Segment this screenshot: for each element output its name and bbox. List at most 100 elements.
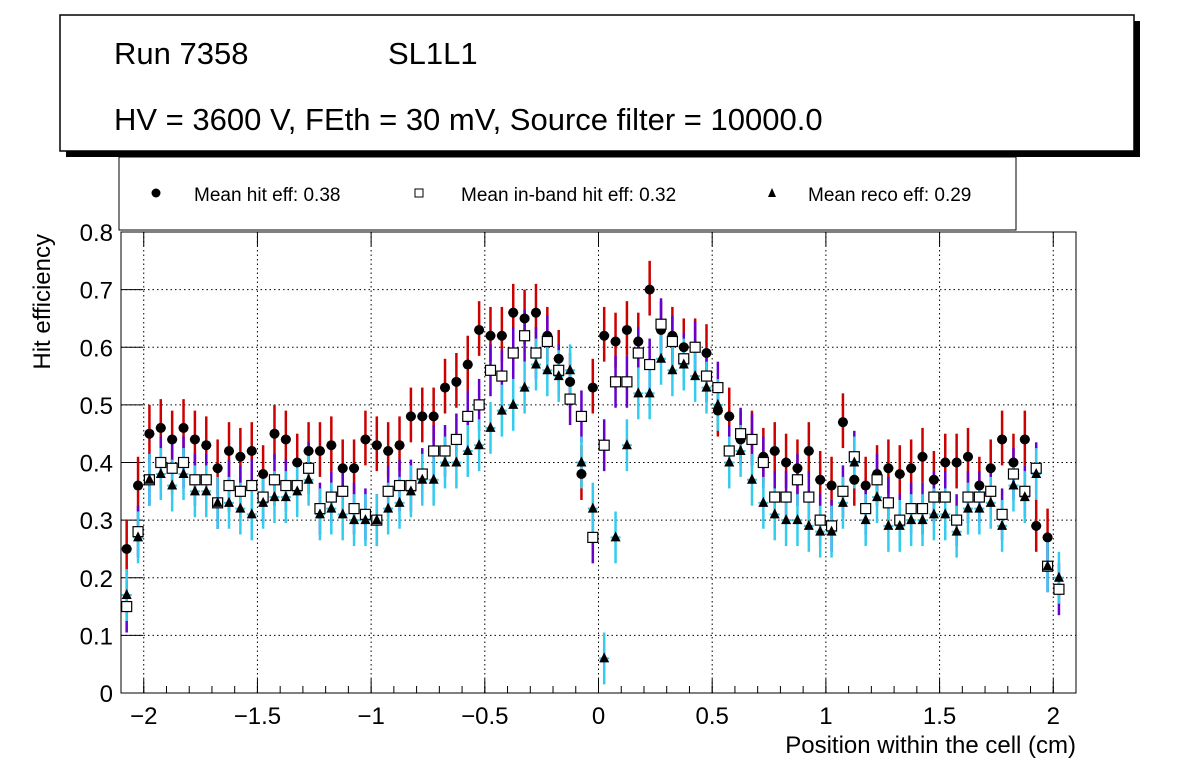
point-hit-eff [462, 359, 473, 370]
point-inband-eff [121, 600, 133, 613]
point-reco-eff [178, 468, 189, 479]
point-reco-eff [451, 456, 462, 467]
point-inband-eff [655, 318, 667, 330]
legend-marker-circle [151, 188, 161, 198]
point-hit-eff [496, 330, 507, 341]
point-hit-eff [360, 434, 371, 445]
point-hit-eff [962, 451, 973, 462]
point-inband-eff [1007, 468, 1020, 480]
point-hit-eff [792, 463, 803, 474]
point-reco-eff [974, 502, 985, 513]
point-reco-eff [326, 502, 337, 513]
point-hit-eff [553, 353, 564, 364]
point-hit-eff [371, 440, 382, 451]
point-hit-eff [224, 445, 235, 456]
legend-frame [118, 156, 1017, 231]
point-hit-eff [133, 480, 144, 491]
x-tick-label: 0.5 [696, 703, 729, 730]
point-hit-eff [314, 445, 325, 456]
y-tick-label: 0.6 [80, 335, 113, 362]
point-reco-eff [530, 358, 541, 369]
point-hit-eff [860, 480, 871, 491]
point-inband-eff [393, 479, 406, 492]
point-inband-eff [769, 491, 781, 503]
point-hit-eff [440, 382, 451, 393]
point-inband-eff [689, 341, 701, 353]
x-tick-label: −1 [357, 703, 384, 730]
point-inband-eff [723, 445, 735, 457]
point-reco-eff [212, 496, 223, 507]
point-hit-eff [235, 451, 246, 462]
y-tick-label: 0.8 [80, 220, 113, 247]
point-hit-eff [917, 451, 928, 462]
point-inband-eff [234, 485, 246, 497]
point-hit-eff [599, 330, 610, 341]
point-reco-eff [746, 473, 757, 484]
point-reco-eff [292, 485, 303, 496]
point-hit-eff [349, 463, 360, 474]
point-reco-eff [667, 364, 678, 375]
point-reco-eff [872, 491, 883, 502]
y-tick-label: 0.7 [80, 278, 113, 305]
point-inband-eff [428, 445, 440, 457]
data-marks [121, 260, 1065, 685]
point-reco-eff [246, 508, 257, 519]
point-inband-eff [735, 428, 747, 440]
point-hit-eff [474, 324, 485, 335]
y-tick-label: 0.3 [80, 508, 113, 535]
title-box: Run 7358 SL1L1 HV = 3600 V, FEth = 30 mV… [59, 14, 1140, 157]
point-hit-eff [303, 445, 314, 456]
point-reco-eff [860, 514, 871, 525]
point-inband-eff [302, 462, 315, 474]
point-hit-eff [246, 445, 257, 456]
point-hit-eff [610, 336, 621, 347]
point-inband-eff [325, 491, 337, 503]
point-reco-eff [235, 502, 246, 513]
title-box-frame [59, 14, 1135, 152]
point-reco-eff [587, 502, 598, 513]
legend-label-inband: Mean in-band hit eff: 0.32 [461, 185, 676, 206]
point-hit-eff [155, 422, 166, 433]
y-axis-label: Hit efficiency [29, 234, 56, 370]
point-hit-eff [974, 480, 985, 491]
point-reco-eff [894, 519, 905, 530]
point-reco-eff [781, 514, 792, 525]
x-tick-label: −2 [130, 703, 157, 730]
point-reco-eff [1053, 571, 1064, 582]
point-reco-eff [815, 525, 826, 536]
point-hit-eff [633, 336, 644, 347]
point-inband-eff [564, 393, 576, 405]
point-inband-eff [962, 491, 974, 503]
point-reco-eff [985, 496, 996, 507]
point-hit-eff [997, 434, 1008, 445]
point-reco-eff [303, 473, 314, 484]
point-inband-eff [462, 410, 474, 422]
x-tick-label: 1 [819, 703, 832, 730]
point-reco-eff [167, 479, 178, 490]
point-hit-eff [417, 411, 428, 422]
point-reco-eff [690, 370, 701, 381]
point-hit-eff [621, 324, 632, 335]
point-inband-eff [871, 474, 883, 486]
point-inband-eff [484, 364, 497, 376]
point-hit-eff [508, 307, 519, 318]
point-inband-eff [746, 433, 758, 446]
legend: Mean hit eff: 0.38 Mean in-band hit eff:… [118, 156, 1017, 231]
point-inband-eff [928, 491, 940, 503]
point-reco-eff [917, 514, 928, 525]
point-reco-eff [599, 652, 610, 663]
point-inband-eff [712, 381, 724, 394]
point-inband-eff [700, 370, 713, 382]
point-inband-eff [337, 485, 349, 497]
point-reco-eff [621, 439, 632, 450]
point-reco-eff [280, 491, 291, 502]
x-axis-label: Position within the cell (cm) [785, 732, 1076, 759]
point-inband-eff [644, 358, 656, 371]
point-reco-eff [519, 381, 530, 392]
legend-label-reco: Mean reco eff: 0.29 [808, 185, 971, 206]
point-hit-eff [280, 434, 291, 445]
point-inband-eff [1053, 583, 1065, 595]
point-reco-eff [428, 473, 439, 484]
point-reco-eff [258, 496, 269, 507]
